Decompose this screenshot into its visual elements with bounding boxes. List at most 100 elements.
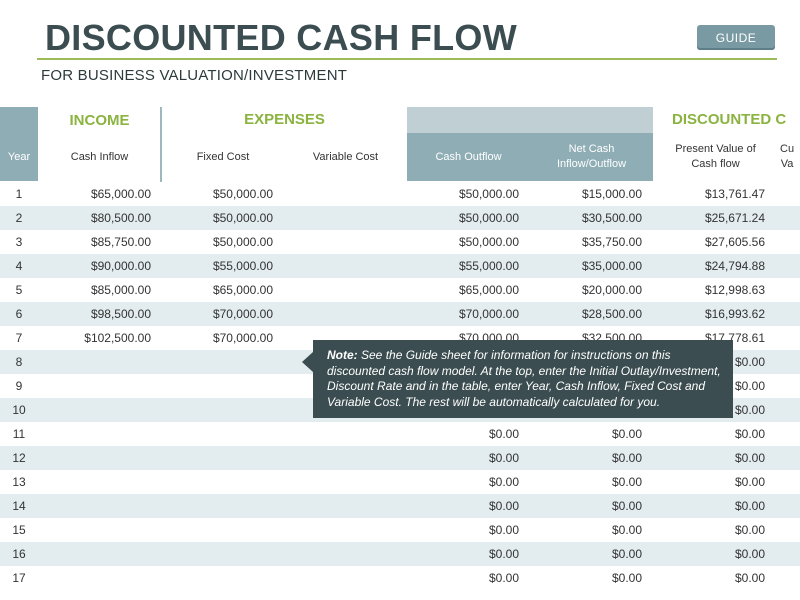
cell-cash-outflow[interactable]: $0.00 — [488, 547, 519, 561]
cell-variable-cost[interactable] — [283, 470, 393, 494]
cell-year[interactable]: 3 — [15, 235, 23, 249]
cell-year[interactable]: 15 — [12, 523, 26, 537]
cell-fixed-cost[interactable]: $70,000.00 — [212, 307, 273, 321]
cell-variable-cost[interactable] — [283, 278, 393, 302]
cell-net-cash[interactable]: $0.00 — [611, 427, 642, 441]
cell-cash-outflow[interactable]: $0.00 — [488, 523, 519, 537]
cell-present-value[interactable]: $13,761.47 — [704, 187, 765, 201]
cell-present-value[interactable]: $0.00 — [734, 475, 765, 489]
cell-year[interactable]: 16 — [12, 547, 26, 561]
cell-fixed-cost[interactable] — [162, 398, 273, 422]
cell-net-cash[interactable]: $0.00 — [611, 547, 642, 561]
cell-fixed-cost[interactable]: $70,000.00 — [212, 331, 273, 345]
cell-cash-outflow[interactable]: $0.00 — [488, 475, 519, 489]
cell-year[interactable]: 4 — [15, 259, 23, 273]
cell-year[interactable]: 6 — [15, 307, 23, 321]
cell-fixed-cost[interactable] — [162, 422, 273, 446]
cell-variable-cost[interactable] — [283, 566, 393, 590]
cell-cash-inflow[interactable]: $65,000.00 — [90, 187, 151, 201]
cell-cash-outflow[interactable]: $70,000.00 — [458, 307, 519, 321]
cell-year[interactable]: 5 — [15, 283, 23, 297]
cell-net-cash[interactable]: $0.00 — [611, 475, 642, 489]
cell-year[interactable]: 10 — [12, 403, 26, 417]
cell-cash-inflow[interactable]: $98,500.00 — [90, 307, 151, 321]
cell-net-cash[interactable]: $35,000.00 — [581, 259, 642, 273]
cell-year[interactable]: 17 — [12, 571, 26, 585]
cell-year[interactable]: 7 — [15, 331, 23, 345]
cell-variable-cost[interactable] — [283, 206, 393, 230]
cell-year[interactable]: 13 — [12, 475, 26, 489]
cell-fixed-cost[interactable] — [162, 566, 273, 590]
cell-cash-inflow[interactable] — [38, 422, 151, 446]
cell-present-value[interactable]: $0.00 — [734, 523, 765, 537]
cell-cash-inflow[interactable]: $90,000.00 — [90, 259, 151, 273]
cell-cash-outflow[interactable]: $50,000.00 — [458, 187, 519, 201]
cell-present-value[interactable]: $0.00 — [734, 355, 765, 369]
cell-year[interactable]: 1 — [15, 187, 23, 201]
cell-fixed-cost[interactable]: $65,000.00 — [212, 283, 273, 297]
cell-present-value[interactable]: $0.00 — [734, 379, 765, 393]
cell-present-value[interactable]: $0.00 — [734, 451, 765, 465]
cell-present-value[interactable]: $0.00 — [734, 427, 765, 441]
cell-cash-inflow[interactable]: $85,000.00 — [90, 283, 151, 297]
cell-variable-cost[interactable] — [283, 230, 393, 254]
cell-year[interactable]: 12 — [12, 451, 26, 465]
cell-cash-outflow[interactable]: $0.00 — [488, 571, 519, 585]
cell-year[interactable]: 9 — [15, 379, 23, 393]
cell-variable-cost[interactable] — [283, 302, 393, 326]
cell-present-value[interactable]: $0.00 — [734, 547, 765, 561]
cell-present-value[interactable]: $0.00 — [734, 571, 765, 585]
cell-cash-inflow[interactable] — [38, 374, 151, 398]
cell-year[interactable]: 14 — [12, 499, 26, 513]
cell-fixed-cost[interactable] — [162, 494, 273, 518]
cell-variable-cost[interactable] — [283, 254, 393, 278]
cell-net-cash[interactable]: $0.00 — [611, 571, 642, 585]
cell-cash-outflow[interactable]: $0.00 — [488, 451, 519, 465]
cell-cash-inflow[interactable] — [38, 566, 151, 590]
cell-net-cash[interactable]: $15,000.00 — [581, 187, 642, 201]
guide-button[interactable]: GUIDE — [697, 25, 775, 50]
cell-fixed-cost[interactable]: $50,000.00 — [212, 235, 273, 249]
cell-cash-outflow[interactable]: $50,000.00 — [458, 211, 519, 225]
cell-cash-outflow[interactable]: $50,000.00 — [458, 235, 519, 249]
cell-net-cash[interactable]: $20,000.00 — [581, 283, 642, 297]
cell-present-value[interactable]: $25,671.24 — [704, 211, 765, 225]
cell-variable-cost[interactable] — [283, 542, 393, 566]
cell-present-value[interactable]: $12,998.63 — [704, 283, 765, 297]
cell-fixed-cost[interactable] — [162, 518, 273, 542]
cell-net-cash[interactable]: $35,750.00 — [581, 235, 642, 249]
cell-net-cash[interactable]: $0.00 — [611, 499, 642, 513]
cell-fixed-cost[interactable] — [162, 542, 273, 566]
cell-cash-inflow[interactable] — [38, 398, 151, 422]
cell-variable-cost[interactable] — [283, 518, 393, 542]
cell-variable-cost[interactable] — [283, 446, 393, 470]
cell-cash-inflow[interactable] — [38, 470, 151, 494]
cell-net-cash[interactable]: $0.00 — [611, 523, 642, 537]
cell-cash-outflow[interactable]: $65,000.00 — [458, 283, 519, 297]
cell-present-value[interactable]: $16,993.62 — [704, 307, 765, 321]
cell-fixed-cost[interactable] — [162, 350, 273, 374]
cell-cash-inflow[interactable]: $80,500.00 — [90, 211, 151, 225]
cell-cash-inflow[interactable] — [38, 350, 151, 374]
cell-variable-cost[interactable] — [283, 494, 393, 518]
cell-net-cash[interactable]: $30,500.00 — [581, 211, 642, 225]
cell-present-value[interactable]: $0.00 — [734, 403, 765, 417]
cell-present-value[interactable]: $27,605.56 — [704, 235, 765, 249]
cell-fixed-cost[interactable]: $50,000.00 — [212, 211, 273, 225]
cell-variable-cost[interactable] — [283, 182, 393, 206]
cell-year[interactable]: 8 — [15, 355, 23, 369]
cell-cash-inflow[interactable] — [38, 494, 151, 518]
cell-cash-inflow[interactable]: $85,750.00 — [90, 235, 151, 249]
cell-fixed-cost[interactable] — [162, 446, 273, 470]
cell-present-value[interactable]: $24,794.88 — [704, 259, 765, 273]
cell-cash-outflow[interactable]: $55,000.00 — [458, 259, 519, 273]
cell-year[interactable]: 2 — [15, 211, 23, 225]
cell-cash-inflow[interactable] — [38, 518, 151, 542]
cell-year[interactable]: 11 — [12, 427, 26, 441]
cell-cash-inflow[interactable] — [38, 446, 151, 470]
cell-cash-outflow[interactable]: $0.00 — [488, 427, 519, 441]
cell-net-cash[interactable]: $28,500.00 — [581, 307, 642, 321]
cell-cash-outflow[interactable]: $0.00 — [488, 499, 519, 513]
cell-fixed-cost[interactable] — [162, 470, 273, 494]
cell-fixed-cost[interactable]: $50,000.00 — [212, 187, 273, 201]
